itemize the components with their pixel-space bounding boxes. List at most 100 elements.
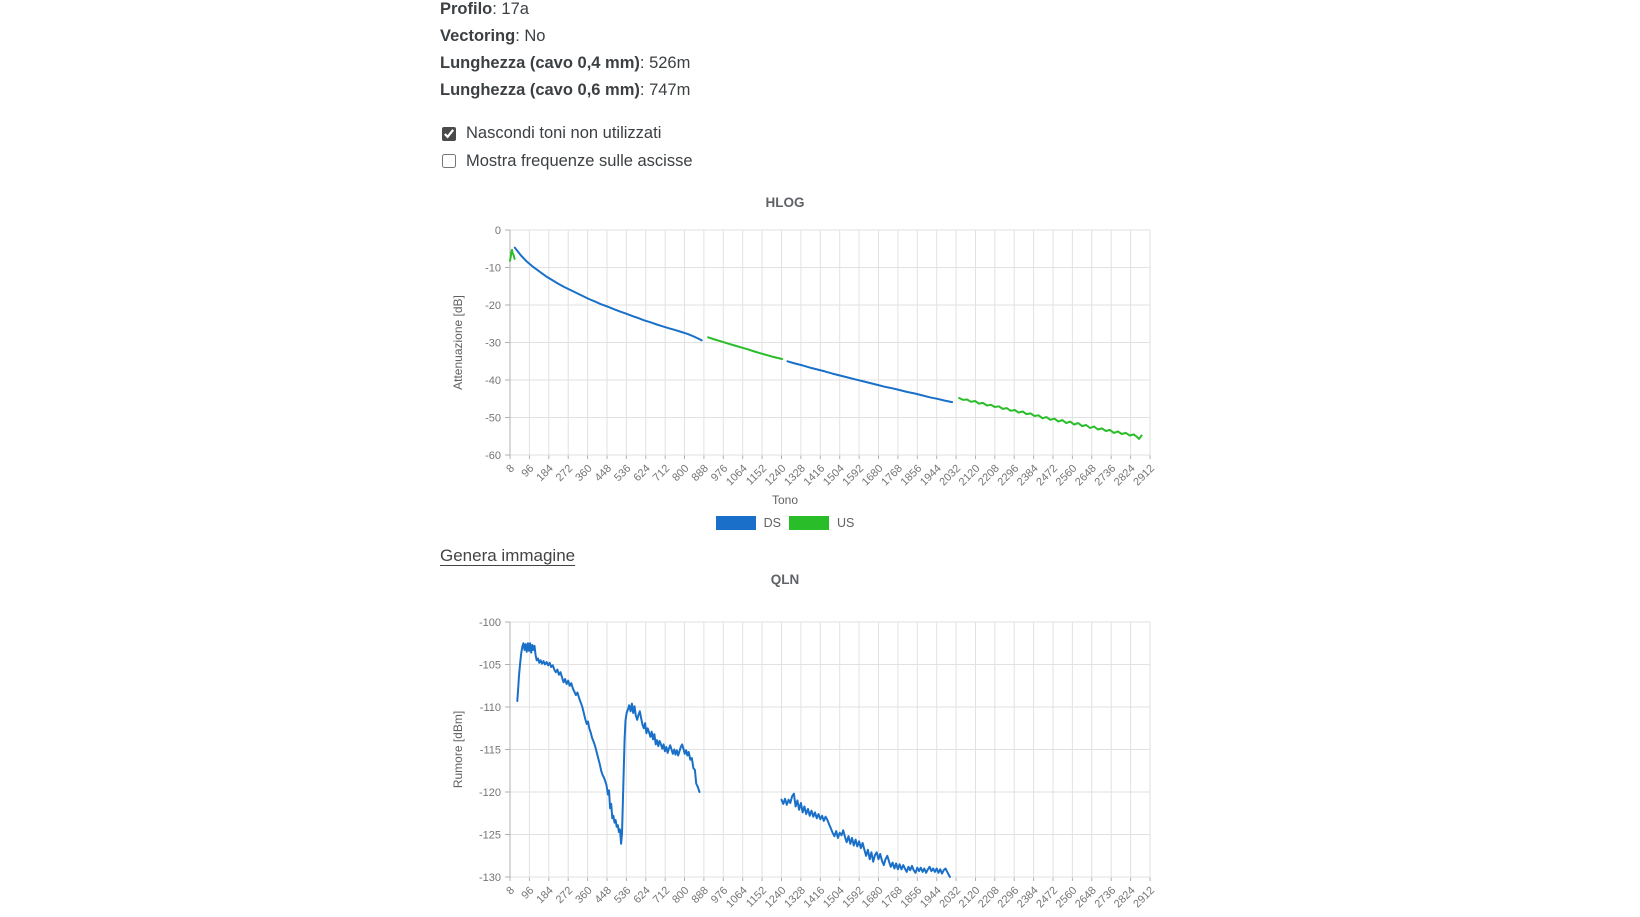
svg-text:2648: 2648: [1073, 463, 1099, 489]
info-separator: :: [639, 54, 650, 72]
info-label: Profilo: [440, 0, 493, 18]
info-row-lunghezza-04: Lunghezza (cavo 0,4 mm): 526m: [440, 50, 1640, 77]
svg-text:2912: 2912: [1131, 463, 1157, 489]
info-separator: :: [492, 0, 502, 18]
svg-text:-30: -30: [485, 338, 501, 350]
svg-text:2560: 2560: [1054, 885, 1080, 911]
show-frequencies-checkbox[interactable]: [442, 154, 456, 169]
info-separator: :: [639, 81, 650, 99]
svg-text:2296: 2296: [995, 885, 1021, 911]
svg-text:1328: 1328: [782, 463, 808, 489]
svg-text:1680: 1680: [860, 463, 886, 489]
svg-text:1592: 1592: [840, 885, 866, 911]
svg-text:360: 360: [573, 463, 594, 484]
svg-text:1064: 1064: [724, 885, 750, 911]
us-legend-label: US: [837, 516, 855, 530]
hlog-chart-title: HLOG: [765, 195, 805, 210]
svg-text:2560: 2560: [1054, 463, 1080, 489]
us-legend-swatch: [789, 516, 829, 530]
line-info-block: Profilo: 17a Vectoring: No Lunghezza (ca…: [440, 0, 1640, 104]
svg-text:1240: 1240: [763, 463, 789, 489]
svg-text:184: 184: [534, 885, 555, 906]
svg-text:712: 712: [651, 463, 672, 484]
svg-text:Rumore [dBm]: Rumore [dBm]: [451, 711, 465, 788]
chart-options: Nascondi toni non utilizzati Mostra freq…: [440, 120, 1640, 175]
svg-text:888: 888: [690, 463, 711, 484]
svg-text:-40: -40: [485, 375, 501, 387]
svg-text:96: 96: [519, 885, 536, 902]
svg-text:360: 360: [573, 885, 594, 906]
svg-text:-100: -100: [479, 617, 501, 629]
svg-text:Attenuazione [dB]: Attenuazione [dB]: [451, 295, 465, 390]
hlog-legend: DS US: [440, 516, 1130, 530]
svg-text:1856: 1856: [899, 463, 925, 489]
svg-text:800: 800: [670, 885, 691, 906]
svg-text:2208: 2208: [976, 463, 1002, 489]
svg-text:-115: -115: [480, 745, 501, 757]
qln-chart-block: QLN 8 96 184 272 360 448 536 624 712 800 888 976 106…: [440, 572, 1157, 917]
svg-text:-20: -20: [485, 300, 501, 312]
svg-text:888: 888: [690, 885, 711, 906]
generate-image-link[interactable]: Genera immagine: [440, 546, 576, 565]
svg-text:272: 272: [554, 463, 575, 484]
svg-text:1328: 1328: [782, 885, 808, 911]
svg-text:-110: -110: [480, 702, 501, 714]
svg-text:-125: -125: [479, 830, 501, 842]
info-label: Lunghezza (cavo 0,6 mm): [440, 81, 640, 99]
svg-text:1064: 1064: [724, 463, 750, 489]
svg-text:-130: -130: [479, 872, 501, 884]
svg-text:2384: 2384: [1015, 463, 1041, 489]
svg-text:1504: 1504: [821, 885, 847, 911]
info-value: 747m: [649, 81, 691, 99]
hide-unused-tones-checkbox[interactable]: [442, 126, 456, 141]
svg-text:1944: 1944: [918, 885, 944, 911]
svg-text:8: 8: [504, 463, 517, 476]
qln-plot: 8 961842723604485366247128008889761064115…: [451, 617, 1157, 911]
svg-text:624: 624: [631, 885, 652, 906]
svg-text:1504: 1504: [821, 463, 847, 489]
svg-text:2912: 2912: [1131, 885, 1157, 911]
svg-text:2736: 2736: [1092, 885, 1118, 911]
hlog-chart-block: HLOG 8 96 184 272 360 448 536 624 712 800 888 976 10…: [440, 195, 1157, 530]
svg-text:1152: 1152: [744, 885, 769, 910]
hlog-x-axis-label: Tono: [771, 493, 799, 507]
svg-text:1856: 1856: [899, 885, 925, 911]
info-separator: :: [515, 27, 525, 45]
svg-text:2032: 2032: [937, 885, 963, 911]
svg-text:8: 8: [504, 885, 517, 898]
svg-text:1240: 1240: [763, 885, 789, 911]
svg-text:1416: 1416: [802, 885, 828, 911]
svg-text:1152: 1152: [744, 463, 769, 488]
svg-text:184: 184: [534, 463, 555, 484]
svg-text:-105: -105: [479, 660, 501, 672]
show-frequencies-option[interactable]: Mostra frequenze sulle ascisse: [440, 148, 1640, 176]
svg-text:2472: 2472: [1034, 463, 1060, 489]
svg-text:1944: 1944: [918, 463, 944, 489]
svg-text:1768: 1768: [879, 463, 905, 489]
svg-text:1680: 1680: [860, 885, 886, 911]
svg-text:272: 272: [554, 885, 575, 906]
svg-text:2824: 2824: [1112, 885, 1138, 911]
info-row-vectoring: Vectoring: No: [440, 23, 1640, 50]
svg-text:448: 448: [593, 463, 614, 484]
info-row-lunghezza-06: Lunghezza (cavo 0,6 mm): 747m: [440, 77, 1640, 104]
svg-text:2472: 2472: [1034, 885, 1060, 911]
svg-text:0: 0: [495, 225, 501, 237]
info-row-profilo: Profilo: 17a: [440, 0, 1640, 23]
svg-text:-60: -60: [485, 450, 501, 462]
hide-unused-tones-option[interactable]: Nascondi toni non utilizzati: [440, 120, 1640, 148]
svg-text:-10: -10: [485, 263, 501, 275]
info-value: No: [524, 27, 546, 45]
ds-legend-swatch: [715, 516, 756, 530]
svg-text:2824: 2824: [1112, 463, 1138, 489]
svg-text:1592: 1592: [840, 463, 866, 489]
svg-text:-120: -120: [479, 787, 501, 799]
svg-text:2736: 2736: [1092, 463, 1118, 489]
hide-unused-tones-label: Nascondi toni non utilizzati: [466, 124, 662, 142]
svg-text:-50: -50: [485, 413, 501, 425]
svg-text:712: 712: [651, 885, 672, 906]
svg-text:2384: 2384: [1015, 885, 1041, 911]
info-value: 526m: [649, 54, 691, 72]
svg-text:2208: 2208: [976, 885, 1002, 911]
